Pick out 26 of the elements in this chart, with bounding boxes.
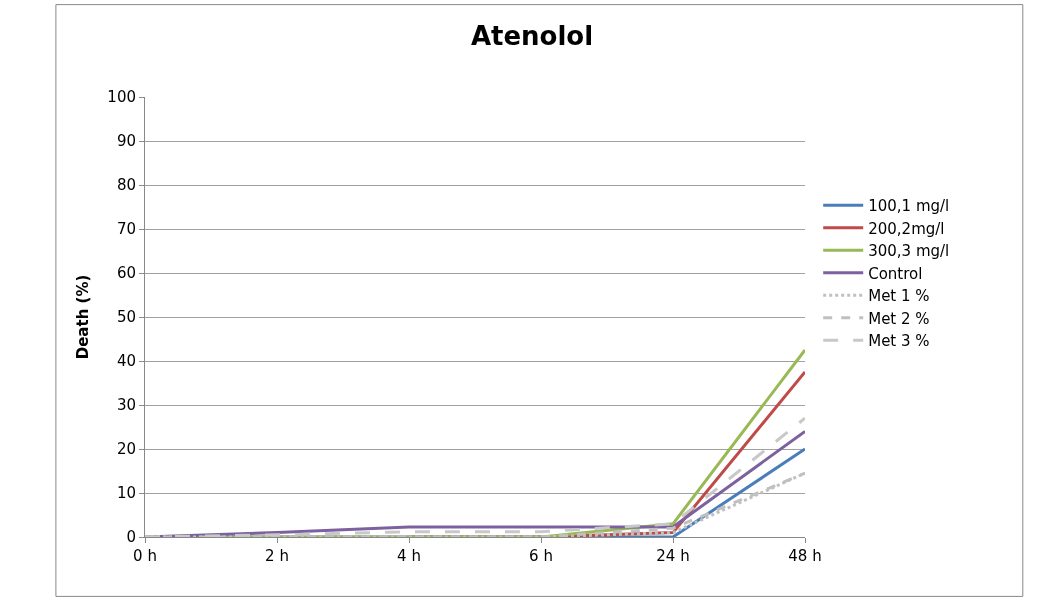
y-tick-label: 0 (126, 528, 136, 547)
y-tick-label: 100 (107, 88, 136, 107)
y-tick-label: 20 (116, 440, 136, 459)
legend-label: Control (868, 264, 923, 283)
y-tick-label: 50 (116, 308, 136, 327)
y-tick-label: 60 (116, 264, 136, 283)
x-tick-label: 0 h (133, 547, 157, 565)
x-tick-label: 2 h (265, 547, 289, 565)
legend-label: 300,3 mg/l (868, 242, 950, 261)
legend-label: 100,1 mg/l (868, 197, 950, 216)
chart-title: Atenolol (470, 21, 594, 52)
x-tick-label: 24 h (656, 547, 690, 565)
x-tick-label: 48 h (788, 547, 822, 565)
legend-label: Met 3 % (868, 332, 930, 351)
y-tick-label: 70 (116, 220, 136, 239)
legend-label: Met 1 % (868, 287, 930, 306)
x-tick-label: 6 h (529, 547, 553, 565)
y-tick-label: 40 (116, 352, 136, 371)
y-axis-title: Death (%) (73, 274, 92, 360)
legend-label: 200,2mg/l (868, 219, 945, 238)
legend-label: Met 2 % (868, 309, 930, 328)
y-tick-label: 30 (116, 396, 136, 415)
y-tick-label: 90 (116, 132, 136, 151)
x-tick-label: 4 h (397, 547, 421, 565)
y-tick-label: 10 (116, 484, 136, 503)
y-tick-label: 80 (116, 176, 136, 195)
